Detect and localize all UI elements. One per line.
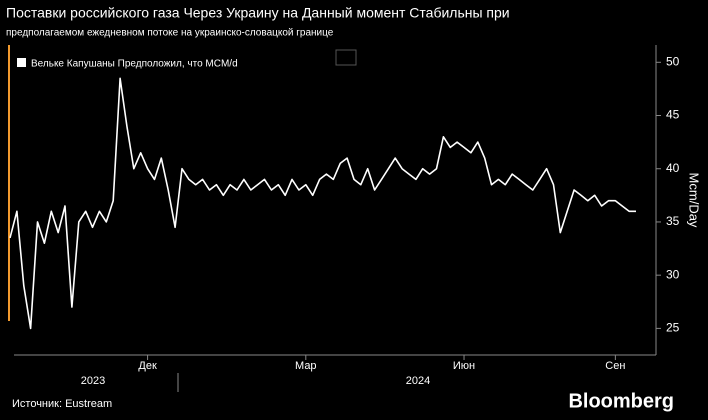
y-tick-label: 35 xyxy=(666,214,680,228)
source: Источник: Eustream xyxy=(12,398,112,410)
chart-subtitle: предполагаемом ежедневном потоке на укра… xyxy=(6,28,334,39)
legend-label: Вельке Капушаны Предположил, что MCM/d xyxy=(31,59,238,70)
chart-title: Поставки российского газа Через Украину … xyxy=(6,5,510,21)
y-tick-label: 40 xyxy=(666,161,680,175)
x-tick-label: Мар xyxy=(295,360,317,372)
y-tick-label: 45 xyxy=(666,108,680,122)
brand: Bloomberg xyxy=(568,390,674,412)
x-tick-label: Июн xyxy=(453,360,475,372)
accent-bar xyxy=(8,45,10,321)
y-tick-label: 30 xyxy=(666,267,680,281)
x-tick-label: Сен xyxy=(605,360,625,372)
series-line xyxy=(9,77,636,330)
y-tick-label: 50 xyxy=(666,54,680,68)
year-label: 2024 xyxy=(406,375,430,387)
chart-icon[interactable] xyxy=(335,49,357,66)
y-axis-label: Mcm/Day xyxy=(687,173,702,228)
x-tick-label: Дек xyxy=(138,360,157,372)
y-tick-label: 25 xyxy=(666,321,680,335)
year-label: 2023 xyxy=(81,375,105,387)
legend-swatch xyxy=(17,58,26,67)
